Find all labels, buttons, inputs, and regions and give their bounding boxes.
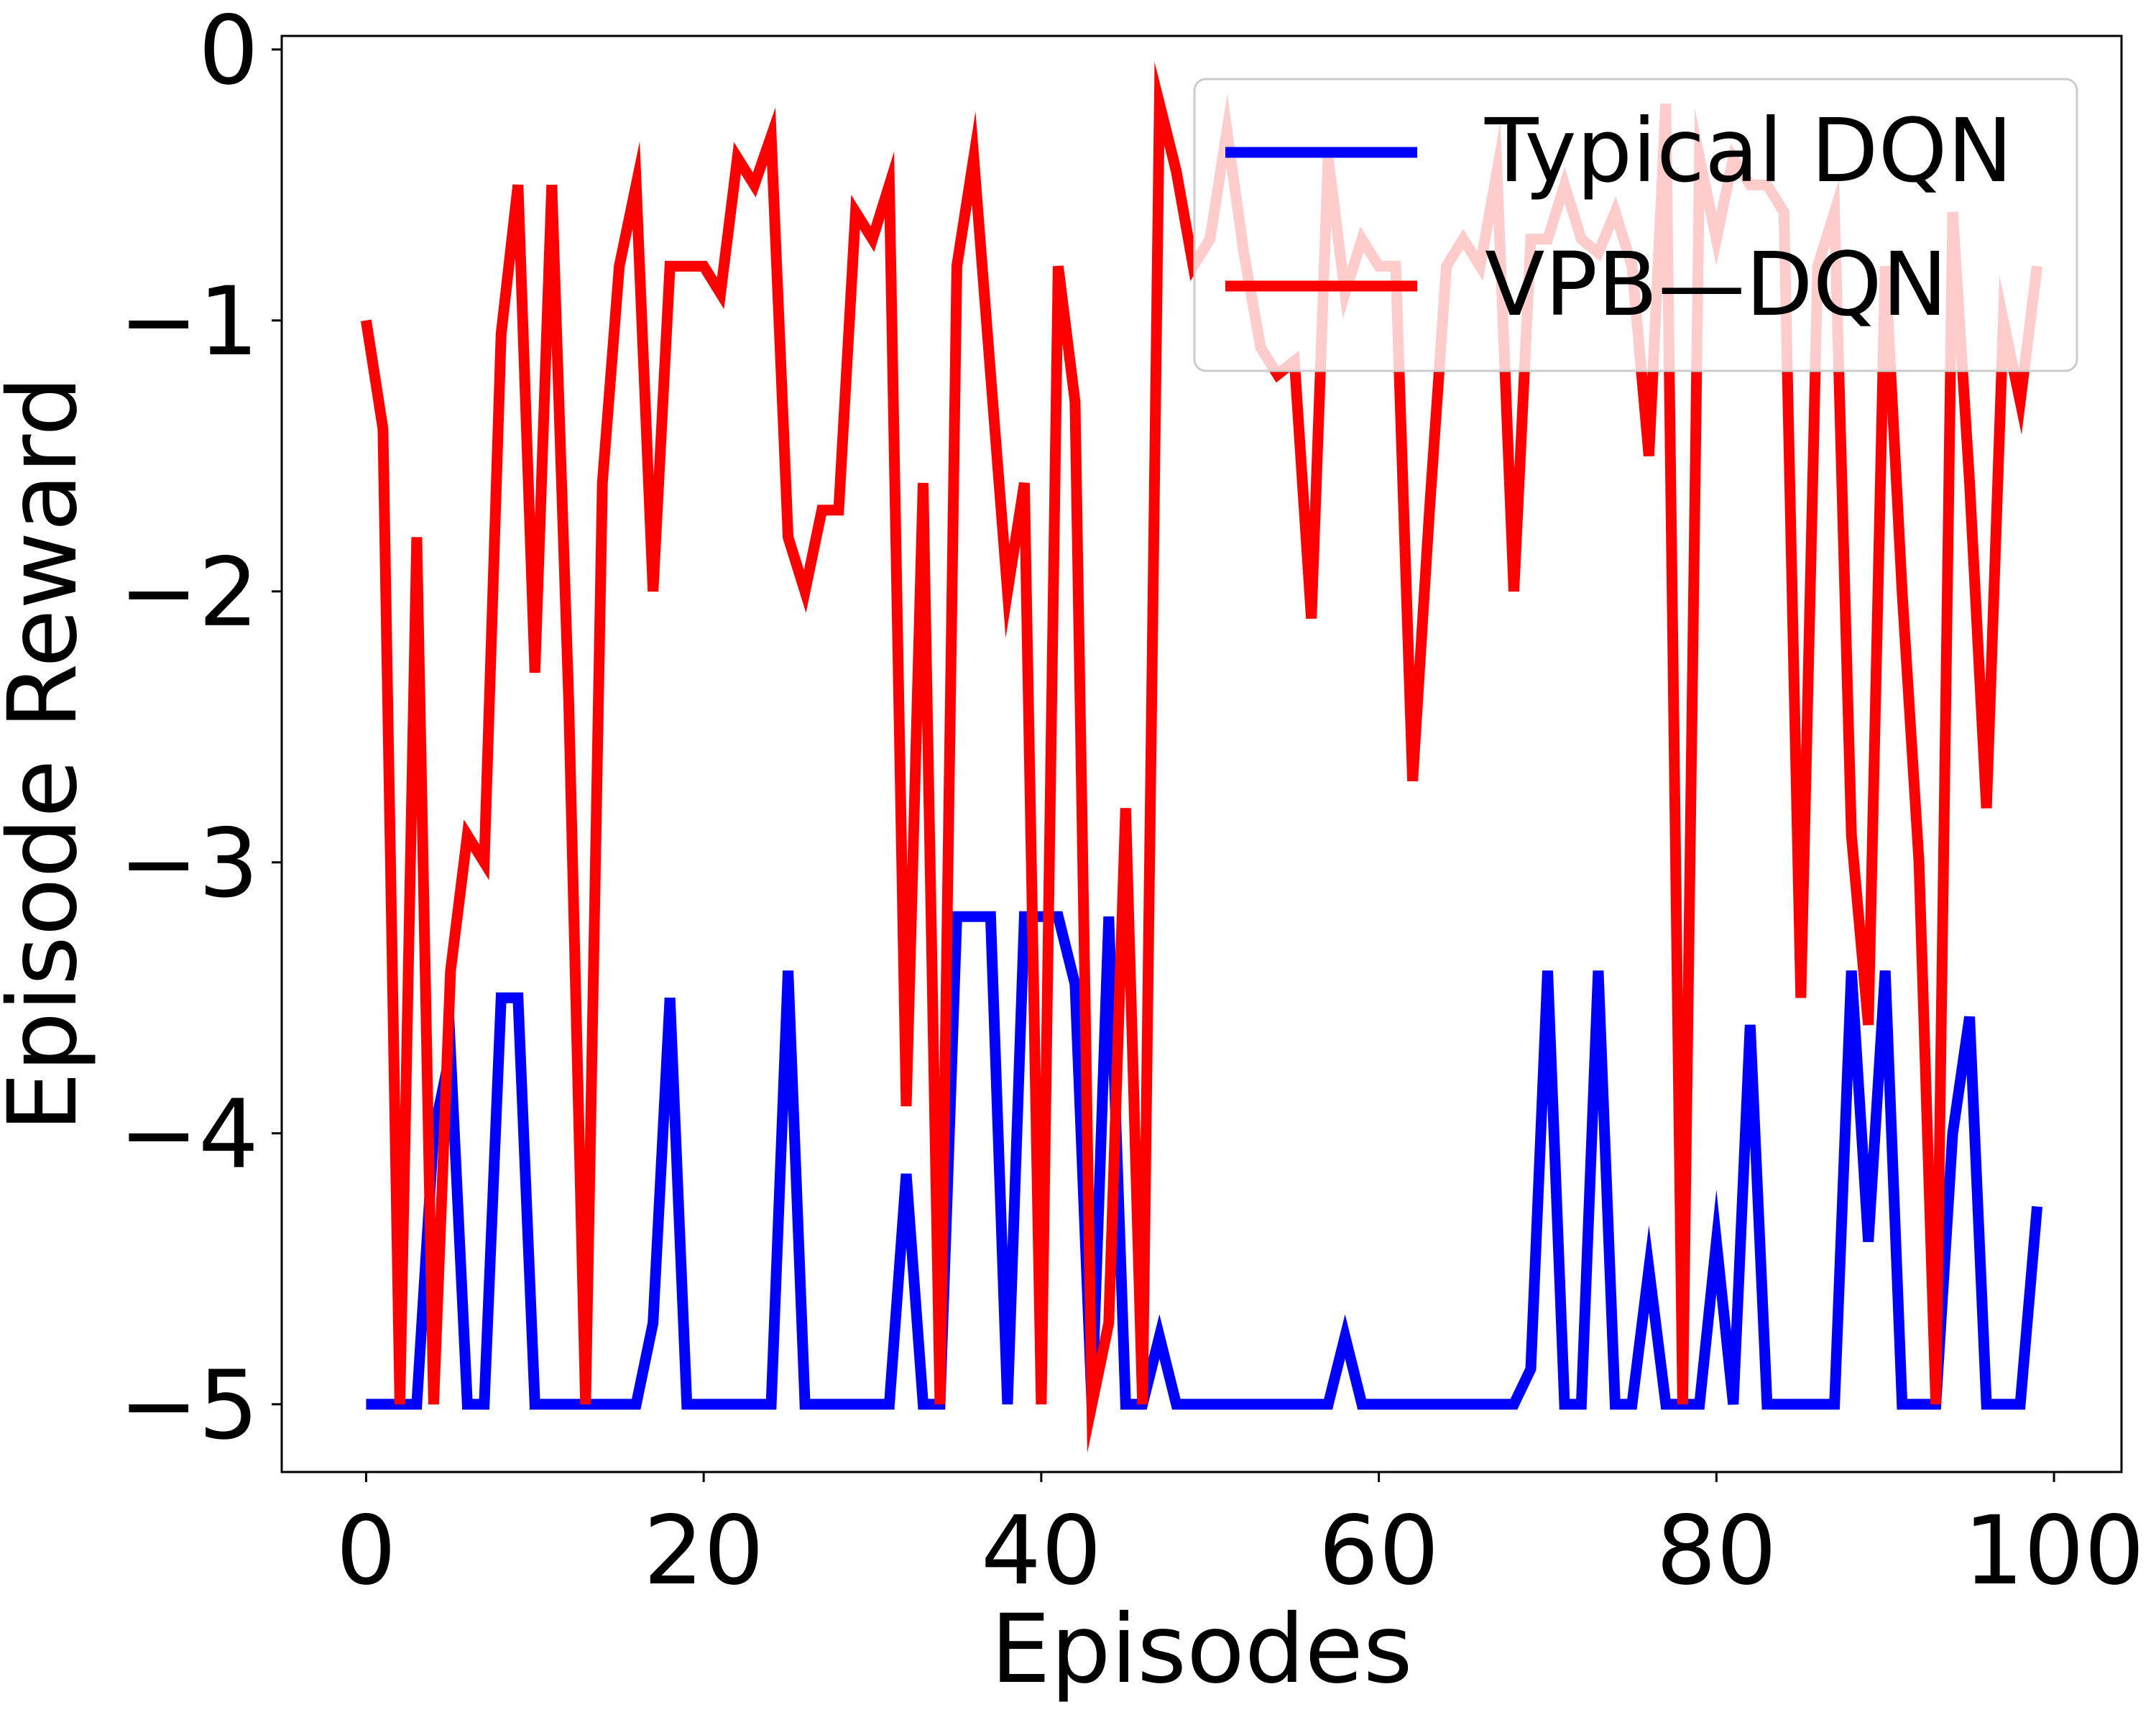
y-axis-ticks: 0 −1 −2 −3 −4 −5: [119, 0, 282, 1461]
x-tick-label: 0: [336, 1496, 396, 1606]
x-axis-ticks: 0 20 40 60 80 100: [336, 1472, 2145, 1606]
x-axis-label: Episodes: [990, 1594, 1412, 1705]
y-tick-label: −2: [119, 538, 259, 648]
x-tick-label: 60: [1319, 1496, 1439, 1606]
y-tick-label: −5: [119, 1351, 259, 1461]
legend-label-vpb-dqn: VPB—DQN: [1485, 234, 1948, 336]
y-tick-label: −1: [119, 267, 259, 377]
legend: Typical DQN VPB—DQN: [1193, 78, 2078, 372]
series-line-typical-dqn: [366, 911, 2043, 1410]
x-tick-label: 20: [643, 1496, 764, 1606]
y-tick-label: 0: [198, 0, 259, 106]
y-tick-label: −3: [119, 809, 259, 919]
x-tick-label: 100: [1963, 1496, 2145, 1606]
y-tick-label: −4: [119, 1080, 259, 1190]
x-tick-label: 80: [1656, 1496, 1777, 1606]
y-axis-label: Episode Reward: [0, 376, 98, 1132]
legend-label-typical-dqn: Typical DQN: [1484, 100, 2013, 202]
plot-frame: [280, 34, 2123, 1473]
x-tick-label: 40: [981, 1496, 1102, 1606]
